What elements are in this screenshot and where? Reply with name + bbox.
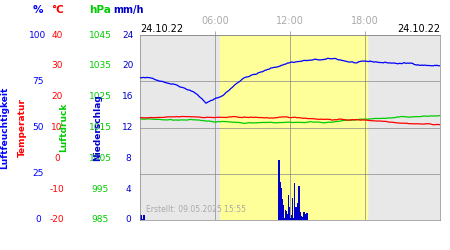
Bar (292, 198, 293, 220)
Bar (303, 212, 305, 220)
Bar (278, 160, 280, 220)
Bar (281, 200, 283, 220)
Text: 0: 0 (35, 216, 41, 224)
Text: Luftdruck: Luftdruck (59, 103, 68, 152)
Text: Niederschlag: Niederschlag (94, 94, 103, 161)
Bar (290, 218, 291, 220)
Text: 4: 4 (125, 185, 131, 194)
Bar (283, 204, 284, 220)
Bar (299, 212, 301, 220)
Bar (284, 218, 285, 220)
Bar (306, 216, 307, 220)
Bar (286, 211, 287, 220)
Text: 0: 0 (125, 216, 131, 224)
Text: Erstellt: 09.05.2025 15:55: Erstellt: 09.05.2025 15:55 (146, 206, 246, 214)
Bar (306, 213, 308, 220)
Text: 20: 20 (51, 92, 63, 101)
Bar (279, 182, 281, 220)
Bar (293, 218, 294, 220)
Bar (280, 188, 282, 220)
Text: °C: °C (50, 5, 63, 15)
Bar (289, 207, 290, 220)
Bar (300, 216, 302, 220)
Text: Temperatur: Temperatur (18, 98, 27, 157)
Text: 30: 30 (51, 61, 63, 70)
Text: 1045: 1045 (89, 30, 112, 40)
Text: 1005: 1005 (89, 154, 112, 163)
Text: %: % (33, 5, 43, 15)
Text: 1015: 1015 (89, 123, 112, 132)
Bar (304, 214, 306, 220)
Bar (144, 215, 145, 220)
Text: 25: 25 (32, 169, 44, 178)
Text: 20: 20 (122, 61, 134, 70)
Bar (301, 217, 303, 220)
Bar (291, 215, 292, 220)
Bar (298, 186, 300, 220)
Bar (141, 219, 143, 220)
Text: 50: 50 (32, 123, 44, 132)
Text: 8: 8 (125, 154, 131, 163)
Bar (287, 214, 288, 220)
Text: -20: -20 (50, 216, 64, 224)
Text: 0: 0 (54, 154, 60, 163)
Text: 12: 12 (122, 123, 134, 132)
Text: 24.10.22: 24.10.22 (140, 24, 183, 34)
Text: 985: 985 (91, 216, 108, 224)
Text: 10: 10 (51, 123, 63, 132)
Bar (302, 219, 304, 220)
Text: mm/h: mm/h (113, 5, 143, 15)
Bar (297, 203, 299, 220)
Bar (140, 215, 142, 220)
Bar (220, 35, 366, 220)
Text: 24.10.22: 24.10.22 (397, 24, 440, 34)
Text: 16: 16 (122, 92, 134, 101)
Text: 24: 24 (122, 30, 134, 40)
Bar (295, 207, 297, 220)
Text: 75: 75 (32, 77, 44, 86)
Text: Luftfeuchtigkeit: Luftfeuchtigkeit (0, 86, 9, 169)
Bar (288, 195, 289, 220)
Text: 40: 40 (51, 30, 63, 40)
Text: 1035: 1035 (89, 61, 112, 70)
Bar (294, 183, 296, 220)
Text: 100: 100 (29, 30, 47, 40)
Text: 995: 995 (91, 185, 108, 194)
Text: 1025: 1025 (89, 92, 112, 101)
Bar (284, 210, 286, 220)
Text: -10: -10 (50, 185, 64, 194)
Text: hPa: hPa (89, 5, 111, 15)
Bar (296, 208, 297, 220)
